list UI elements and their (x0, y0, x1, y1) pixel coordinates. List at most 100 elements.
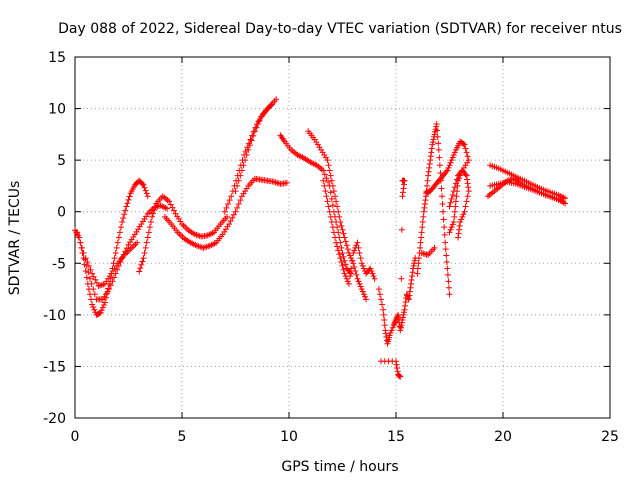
data-point (436, 154, 443, 161)
data-point (355, 278, 362, 285)
data-point (394, 313, 401, 320)
data-point (144, 234, 151, 241)
data-point (226, 197, 233, 204)
data-point (462, 203, 469, 210)
data-point (267, 102, 274, 109)
data-point (463, 198, 470, 205)
data-point (325, 179, 332, 186)
data-point (419, 224, 426, 231)
data-point (401, 309, 408, 316)
grid (75, 57, 610, 418)
data-point (445, 284, 452, 291)
data-point (122, 207, 129, 214)
data-point (136, 268, 143, 275)
data-point (449, 154, 456, 161)
data-point (329, 182, 336, 189)
data-point (120, 215, 127, 222)
data-point (90, 273, 97, 280)
data-point (463, 149, 470, 156)
data-point (439, 200, 446, 207)
data-point (399, 193, 406, 200)
data-point (397, 373, 404, 380)
data-point (146, 224, 153, 231)
data-point (448, 224, 455, 231)
data-point (124, 200, 131, 207)
data-point (268, 101, 275, 108)
data-point (329, 202, 336, 209)
data-point (345, 280, 352, 287)
data-point (320, 177, 327, 184)
data-point (91, 291, 98, 298)
data-point (430, 136, 437, 143)
x-axis-label: GPS time / hours (281, 459, 398, 475)
data-point (420, 208, 427, 215)
data-point (461, 208, 468, 215)
data-point (427, 157, 434, 164)
data-point (445, 164, 452, 171)
series-track-13 (414, 121, 453, 298)
data-point (447, 199, 454, 206)
data-point (324, 198, 331, 205)
data-point (446, 291, 453, 298)
data-point (559, 198, 566, 205)
data-marks (72, 96, 569, 380)
data-point (351, 247, 358, 254)
series-track-14 (422, 138, 472, 236)
series-track-16 (418, 244, 438, 259)
data-point (228, 193, 235, 200)
data-point (105, 285, 112, 292)
data-point (446, 203, 453, 210)
data-point (343, 242, 350, 249)
series-track-11 (375, 255, 419, 347)
data-point (444, 265, 451, 272)
data-point (89, 270, 96, 277)
data-point (88, 280, 95, 287)
data-point (407, 284, 414, 291)
data-point (344, 246, 351, 253)
data-point (253, 124, 260, 131)
y-tick-label: 15 (48, 50, 66, 66)
data-point (121, 211, 128, 218)
data-point (107, 282, 114, 289)
data-point (399, 314, 406, 321)
series-track-9 (305, 128, 370, 303)
data-point (394, 364, 401, 371)
data-point (166, 198, 173, 205)
data-point (382, 327, 389, 334)
data-point (451, 149, 458, 156)
data-point (350, 260, 357, 267)
data-point (352, 268, 359, 275)
data-point (134, 239, 141, 246)
data-point (111, 255, 118, 262)
data-point (401, 306, 408, 313)
data-point (421, 204, 428, 211)
data-point (97, 309, 104, 316)
data-point (460, 140, 467, 147)
data-point (386, 332, 393, 339)
data-point (453, 193, 460, 200)
data-point (452, 180, 459, 187)
data-point (434, 133, 441, 140)
data-point (242, 157, 249, 164)
data-point (397, 327, 404, 334)
x-tick-label: 10 (280, 429, 298, 445)
data-point (439, 193, 446, 200)
data-point (393, 361, 400, 368)
data-point (396, 373, 403, 380)
data-point (443, 168, 450, 175)
data-point (424, 182, 431, 189)
data-point (80, 249, 87, 256)
data-point (142, 187, 149, 194)
data-point (360, 291, 367, 298)
data-point (381, 317, 388, 324)
data-point (340, 253, 347, 260)
data-point (330, 229, 337, 236)
data-point (425, 168, 432, 175)
data-point (456, 222, 463, 229)
data-point (338, 258, 345, 265)
data-point (380, 311, 387, 318)
data-point (333, 198, 340, 205)
data-point (137, 265, 144, 272)
data-point (114, 239, 121, 246)
data-point (438, 185, 445, 192)
